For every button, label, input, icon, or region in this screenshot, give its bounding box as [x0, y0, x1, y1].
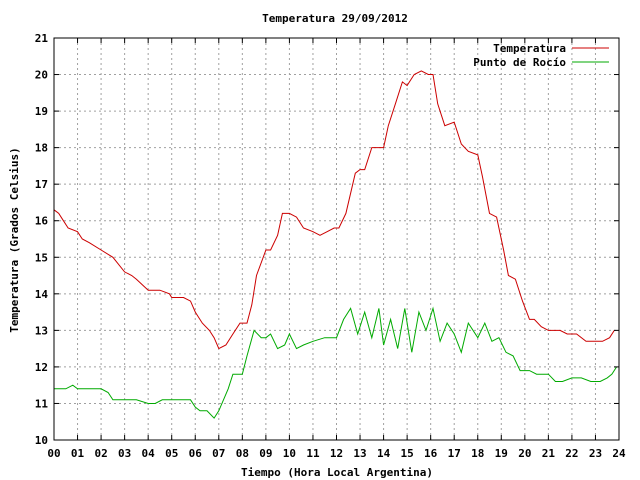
x-tick-label: 20 [518, 447, 531, 460]
y-tick-label: 19 [35, 105, 48, 118]
x-tick-label: 09 [259, 447, 272, 460]
y-axis-label: Temperatura (Grados Celsius) [8, 147, 21, 332]
y-tick-label: 20 [35, 69, 48, 82]
x-tick-label: 13 [353, 447, 366, 460]
y-tick-label: 14 [35, 288, 49, 301]
x-tick-label: 18 [471, 447, 484, 460]
chart-title: Temperatura 29/09/2012 [262, 12, 408, 25]
y-axis: 10 11 12 13 14 15 16 17 18 19 20 21 [35, 32, 619, 447]
x-tick-label: 10 [283, 447, 296, 460]
x-tick-label: 00 [47, 447, 60, 460]
y-tick-label: 16 [35, 215, 49, 228]
x-tick-label: 12 [330, 447, 343, 460]
x-tick-label: 01 [71, 447, 85, 460]
series-layer [53, 70, 618, 419]
x-tick-label: 03 [118, 447, 131, 460]
x-tick-label: 15 [401, 447, 414, 460]
y-tick-label: 21 [35, 32, 49, 45]
x-tick-label: 05 [165, 447, 178, 460]
series-line-punto-de-rocio [54, 306, 618, 419]
y-tick-label: 11 [35, 397, 49, 410]
y-tick-label: 18 [35, 142, 48, 155]
x-tick-label: 22 [565, 447, 578, 460]
x-tick-label: 24 [612, 447, 626, 460]
y-tick-label: 10 [35, 434, 48, 447]
legend-label: Punto de Rocío [473, 56, 566, 69]
x-tick-label: 17 [448, 447, 461, 460]
x-tick-label: 16 [424, 447, 438, 460]
x-tick-label: 04 [142, 447, 156, 460]
x-tick-label: 08 [236, 447, 249, 460]
x-tick-label: 07 [212, 447, 225, 460]
x-axis: 00 01 02 03 04 05 06 07 08 09 10 11 12 13 14 15 16 17 18 19… [47, 38, 626, 460]
y-tick-label: 17 [35, 178, 48, 191]
y-tick-label: 12 [35, 361, 48, 374]
series-line-temperatura [53, 70, 615, 350]
x-tick-label: 11 [306, 447, 320, 460]
x-tick-label: 19 [495, 447, 508, 460]
x-tick-label: 21 [542, 447, 556, 460]
x-tick-label: 06 [189, 447, 203, 460]
x-tick-label: 02 [94, 447, 107, 460]
grid-lines [54, 38, 619, 440]
x-tick-label: 14 [377, 447, 391, 460]
x-axis-label: Tiempo (Hora Local Argentina) [241, 466, 433, 479]
y-tick-label: 13 [35, 324, 48, 337]
x-tick-label: 23 [589, 447, 602, 460]
legend-label: Temperatura [493, 42, 566, 55]
y-tick-label: 15 [35, 251, 48, 264]
